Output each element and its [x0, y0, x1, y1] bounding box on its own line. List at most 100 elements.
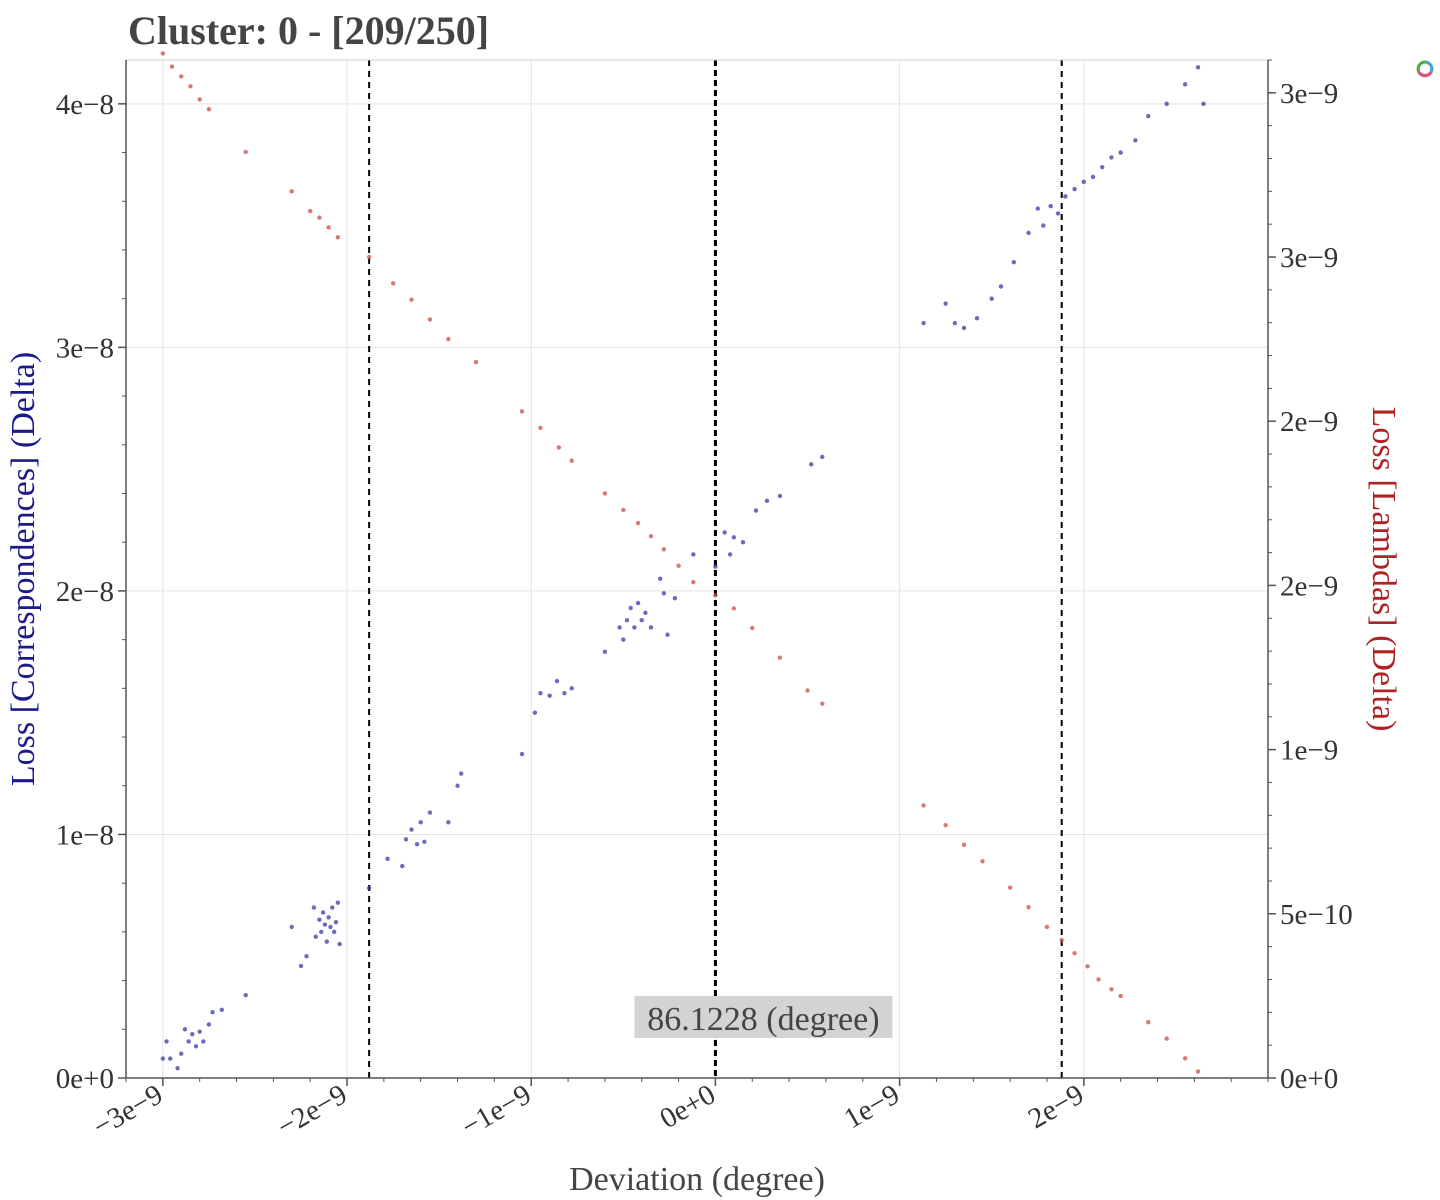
lambda-point — [335, 235, 341, 240]
correspondence-point — [519, 751, 525, 757]
lambda-point — [676, 563, 681, 568]
lambda-point — [1085, 964, 1090, 969]
correspondence-point — [193, 1044, 199, 1049]
lambda-point — [409, 297, 414, 302]
correspondence-point — [1201, 101, 1206, 107]
lambda-point — [621, 507, 626, 513]
correspondence-point — [322, 922, 328, 927]
lambda-point — [556, 445, 562, 450]
lambda-point — [206, 107, 212, 112]
correspondence-point — [201, 1039, 206, 1044]
lambda-point — [307, 208, 313, 214]
lambda-point — [713, 593, 718, 598]
correspondence-point — [414, 842, 420, 847]
correspondence-point — [422, 839, 427, 844]
right-y-axis-label: Loss [Lambdas] (Delta) — [1365, 407, 1402, 732]
correspondence-point — [989, 296, 994, 301]
correspondence-point — [952, 320, 958, 326]
correspondence-point — [168, 1056, 173, 1061]
correspondence-point — [331, 929, 337, 935]
lambda-point — [366, 254, 372, 260]
correspondence-point — [319, 929, 324, 935]
correspondence-point — [624, 617, 630, 623]
x-axis-label: Deviation (degree) — [569, 1161, 825, 1198]
correspondence-point — [446, 820, 451, 825]
grid — [126, 60, 1268, 1079]
correspondence-point — [385, 856, 390, 862]
correspondence-point — [330, 905, 335, 910]
annotation-label: 86.1228 (degree) — [647, 1001, 879, 1038]
correspondence-point — [621, 637, 626, 642]
correspondence-point — [727, 552, 733, 557]
x-tick-label: 2e−9 — [1023, 1078, 1089, 1135]
correspondence-point — [333, 919, 339, 925]
lambda-point — [1182, 1056, 1188, 1061]
lambda-point — [243, 149, 248, 155]
y2-tick-label: 3e−9 — [1280, 242, 1338, 274]
y-tick-label: 3e−8 — [56, 332, 114, 364]
correspondence-point — [1133, 138, 1138, 143]
correspondence-point — [1048, 203, 1053, 209]
correspondence-point — [1026, 230, 1031, 236]
correspondence-point — [809, 462, 814, 467]
lambda-point — [390, 281, 396, 286]
y2-tick-label: 5e−10 — [1280, 899, 1353, 931]
y-tick-label: 2e−8 — [56, 576, 114, 608]
correspondence-point — [628, 605, 633, 611]
correspondence-point — [998, 284, 1004, 289]
correspondence-point — [643, 610, 648, 616]
lambda-point — [1195, 1069, 1201, 1074]
correspondence-point — [197, 1029, 202, 1034]
lambda-point — [731, 606, 737, 611]
correspondence-point — [1035, 206, 1040, 211]
correspondence-point — [617, 625, 622, 630]
correspondence-point — [289, 924, 294, 930]
bokeh-logo-icon[interactable] — [1416, 60, 1434, 78]
lambda-point — [473, 359, 479, 365]
correspondence-point — [1063, 194, 1068, 199]
lambda-point — [820, 701, 825, 706]
lambda-point — [777, 655, 783, 660]
x-tick-label: −2e−9 — [272, 1078, 353, 1143]
lambda-point — [519, 409, 525, 414]
lambda-point — [635, 520, 641, 526]
correspondence-point — [1100, 164, 1105, 170]
correspondence-point — [337, 941, 342, 947]
lambda-point — [1109, 987, 1114, 992]
lambda-point — [1007, 885, 1013, 890]
correspondence-point — [740, 540, 746, 545]
correspondence-point — [317, 917, 322, 922]
y2-tick-label: 2e−9 — [1280, 570, 1338, 602]
lambda-point — [691, 579, 696, 585]
correspondence-point — [182, 1027, 188, 1032]
correspondence-point — [1182, 82, 1188, 87]
lambda-point — [197, 97, 202, 102]
plot-area[interactable] — [125, 59, 1269, 1079]
correspondence-point — [164, 1039, 169, 1044]
correspondence-point — [160, 1056, 166, 1061]
y2-tick-label: 1e−9 — [1280, 735, 1338, 767]
correspondence-point — [328, 924, 333, 930]
lambda-point — [1072, 951, 1077, 956]
y2-tick-label: 0e+0 — [1280, 1063, 1338, 1095]
correspondence-point — [298, 963, 304, 969]
correspondence-point — [400, 863, 405, 869]
correspondence-point — [326, 915, 331, 920]
lambda-point — [602, 491, 608, 496]
correspondence-point — [921, 320, 926, 326]
correspondence-point — [1109, 155, 1114, 160]
correspondence-point — [1011, 259, 1017, 265]
lambda-point — [1044, 924, 1050, 930]
lambda-point — [921, 803, 926, 808]
annotation-box: 86.1228 (degree) — [634, 996, 893, 1038]
data-series — [160, 51, 1206, 1074]
lambda-point — [538, 425, 543, 430]
lambda-point — [980, 859, 985, 864]
lambda-point — [1026, 905, 1031, 910]
correspondence-point — [1146, 113, 1151, 119]
lambda-point — [1164, 1036, 1169, 1041]
lambda-point — [805, 688, 810, 693]
lambda-point — [188, 84, 193, 89]
correspondence-point — [665, 632, 670, 637]
